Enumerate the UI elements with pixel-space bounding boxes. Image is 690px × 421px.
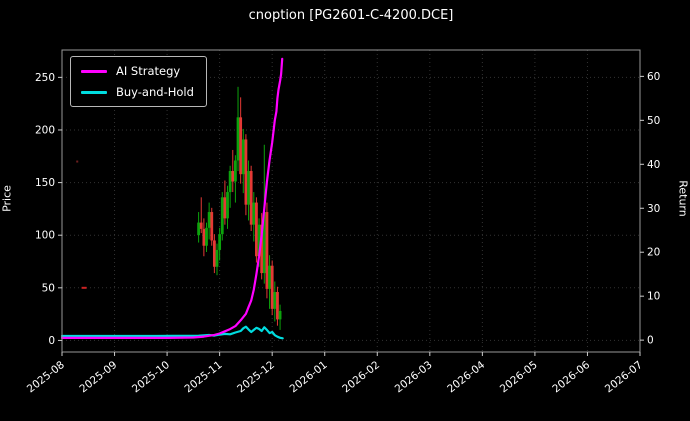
candle-body [268, 265, 271, 289]
y-axis-label-return: Return [676, 180, 690, 217]
chart-legend: AI Strategy Buy-and-Hold [70, 56, 207, 107]
candle-body [239, 117, 243, 175]
candle-body [252, 202, 256, 225]
return-tick-label: 40 [647, 159, 660, 171]
y-axis-label-price: Price [0, 185, 14, 212]
candle-body [226, 192, 229, 219]
x-tick-label: 2026-03 [393, 359, 435, 395]
x-tick-label: 2025-08 [25, 359, 67, 395]
legend-label: Buy-and-Hold [116, 85, 194, 99]
price-tick-label: 150 [35, 177, 55, 189]
x-tick-label: 2025-11 [183, 359, 225, 395]
candle-body [265, 212, 269, 289]
candle-body [210, 212, 214, 241]
plot-border [61, 49, 641, 353]
candle-body [262, 212, 266, 274]
x-tick-label: 2026-05 [498, 359, 540, 395]
price-tick-label: 100 [35, 230, 55, 242]
legend-label: AI Strategy [116, 64, 181, 78]
price-tick-label: 50 [42, 282, 55, 294]
legend-swatch [81, 69, 107, 73]
return-tick-label: 10 [647, 291, 660, 303]
candle-body [278, 310, 282, 320]
candle-body [260, 224, 264, 274]
return-tick-label: 30 [647, 203, 660, 215]
candle-body [231, 171, 235, 182]
price-tick-label: 200 [35, 124, 55, 136]
candle-body [202, 228, 206, 246]
candle-body [241, 139, 245, 175]
x-tick-label: 2026-02 [340, 359, 382, 395]
isolated-mark [81, 286, 87, 289]
chart-title: cnoption [PG2601-C-4200.DCE] [248, 8, 454, 23]
return-tick-label: 60 [647, 71, 660, 83]
x-tick-label: 2026-01 [288, 359, 330, 395]
x-tick-label: 2025-09 [77, 359, 119, 395]
price-tick-label: 0 [48, 335, 55, 347]
candle-body [218, 234, 222, 250]
legend-item-buy-and-hold: Buy-and-Hold [81, 85, 194, 99]
x-tick-label: 2026-04 [445, 359, 487, 396]
candle-body [270, 265, 274, 309]
candle-body [223, 197, 227, 219]
x-tick-label: 2025-12 [235, 359, 277, 395]
x-tick-label: 2026-06 [550, 359, 592, 396]
x-tick-label: 2026-07 [603, 359, 645, 395]
candle-body [197, 222, 201, 236]
x-tick-label: 2025-10 [130, 359, 172, 395]
candle-body [276, 292, 279, 320]
candle-body [228, 171, 232, 193]
candle-body [205, 227, 208, 246]
candle-body [212, 240, 216, 267]
candle-body [207, 212, 211, 228]
candle-body [215, 249, 219, 267]
candle-body [199, 222, 203, 229]
series-line-buy-and-hold [60, 325, 284, 340]
series-line-ai-strategy [60, 57, 284, 339]
legend-swatch [81, 90, 107, 94]
return-tick-label: 20 [647, 247, 660, 259]
return-tick-label: 0 [647, 335, 654, 347]
return-tick-label: 50 [647, 115, 660, 127]
isolated-mark [76, 160, 79, 163]
legend-item-ai-strategy: AI Strategy [81, 64, 194, 78]
candle-body [257, 224, 261, 257]
candle-body [273, 292, 277, 309]
candle-body [249, 171, 253, 225]
candle-body [255, 202, 258, 257]
candle-body [244, 139, 248, 205]
candle-body [234, 160, 237, 182]
candle-body [220, 197, 224, 235]
candle-body [236, 117, 240, 161]
candle-body [247, 171, 250, 205]
price-tick-label: 250 [35, 72, 55, 84]
